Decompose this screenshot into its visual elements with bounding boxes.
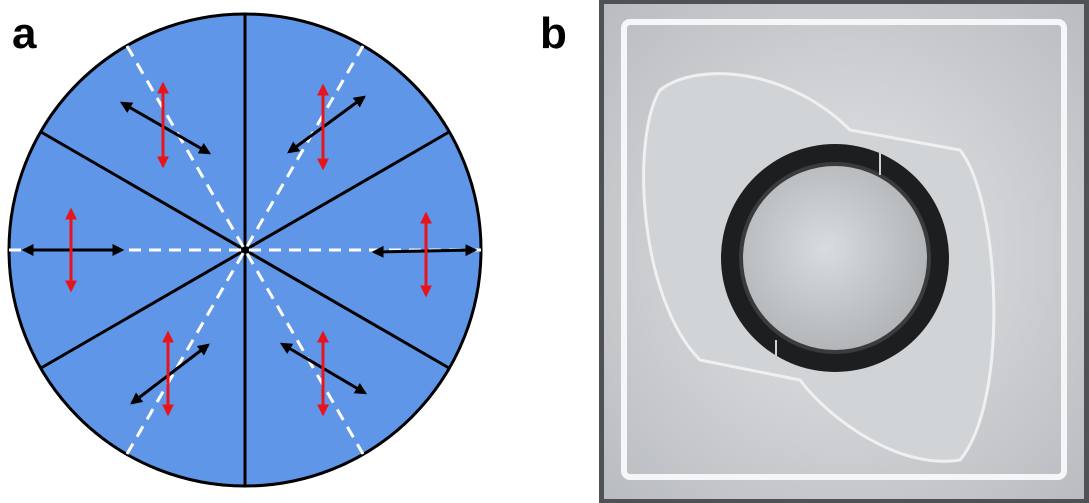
panel-label: b (540, 9, 567, 58)
figure: a b (0, 0, 1089, 503)
panel-label: a (12, 9, 37, 58)
photo (599, 0, 1089, 503)
polarizer-diagram (9, 14, 481, 486)
